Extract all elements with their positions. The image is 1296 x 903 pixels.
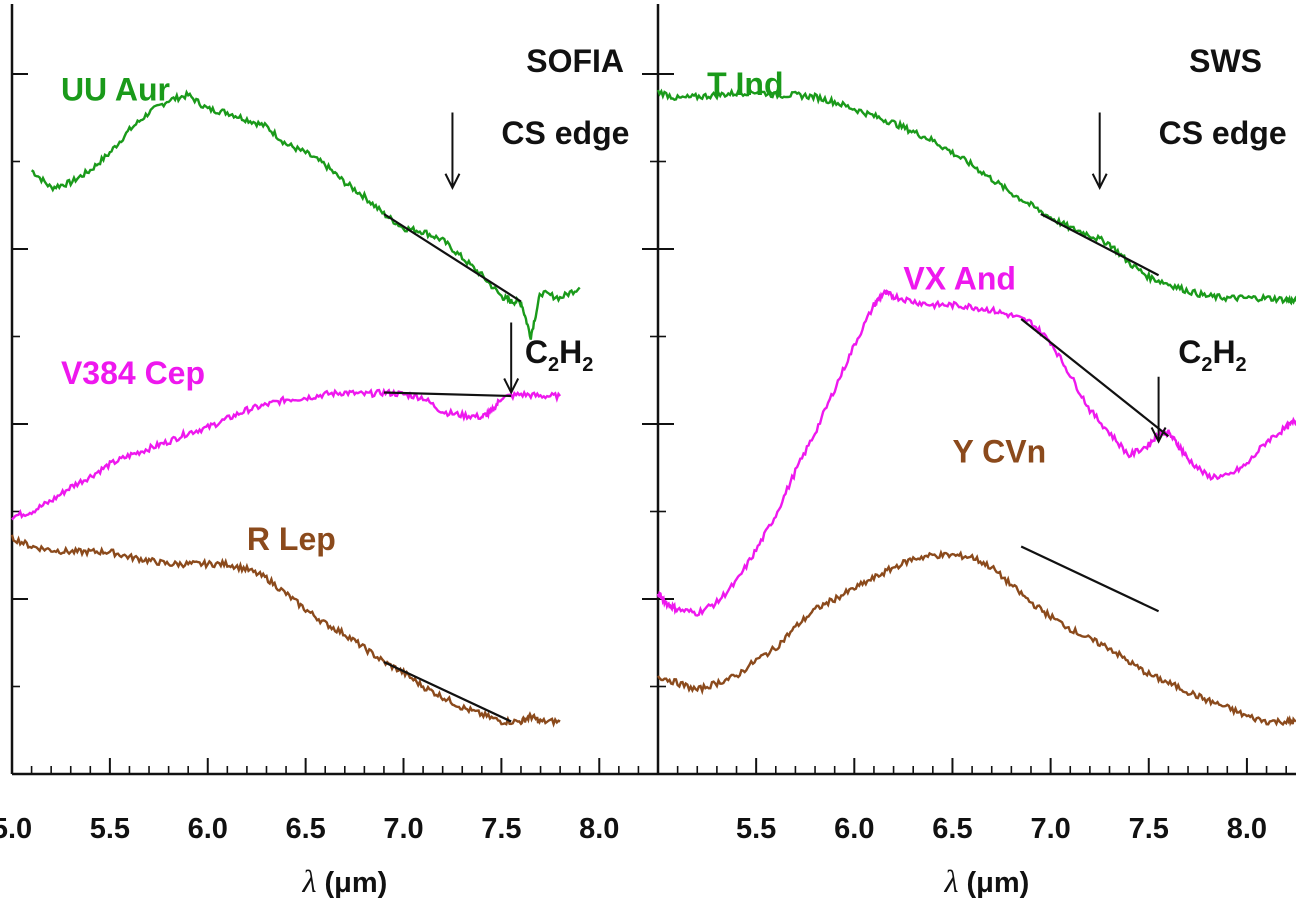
- x-axis-unit: (μm): [967, 867, 1030, 899]
- x-tick-label: 6.0: [188, 813, 228, 845]
- annotation-arrow-head: [444, 173, 461, 190]
- x-tick-label: 7.5: [481, 813, 521, 845]
- series-line: [10, 534, 561, 728]
- x-tick-label: 8.0: [1227, 813, 1267, 845]
- continuum-fit-line: [383, 661, 512, 723]
- annotation-label: CS edge: [501, 115, 629, 151]
- panel-label: SOFIA: [526, 43, 624, 79]
- x-tick-label: 5.5: [90, 813, 130, 845]
- series-label: Y CVn: [952, 434, 1046, 470]
- annotation-sub: 2: [1236, 354, 1247, 376]
- x-axis-unit: (μm): [325, 867, 388, 899]
- x-tick-label: 6.0: [834, 813, 874, 845]
- annotation-label: C2H2: [525, 334, 593, 376]
- annotation-sub: 2: [582, 354, 593, 376]
- annotation-text: C: [1178, 334, 1201, 370]
- annotation-arrow-head: [1150, 427, 1167, 444]
- x-tick-label: 7.0: [1030, 813, 1070, 845]
- sws-panel: 5.5 6.0 6.5 7.0 7.5 8.0 λ (μm) SWS T Ind VX And Y …: [656, 4, 1296, 899]
- annotation-arrow-head: [503, 378, 520, 395]
- continuum-fit-line: [1020, 318, 1170, 438]
- x-tick-label: 7.0: [383, 813, 423, 845]
- series-line: [657, 549, 1296, 727]
- series-line: [656, 86, 1296, 306]
- continuum-fit-line: [1040, 213, 1160, 277]
- annotation-text: H: [1212, 334, 1235, 370]
- annotation-label: C2H2: [1178, 334, 1246, 376]
- annotation-label: CS edge: [1159, 115, 1287, 151]
- x-tick-label: 6.5: [285, 813, 325, 845]
- series-line: [656, 289, 1296, 617]
- annotation-text: C: [525, 334, 548, 370]
- series-label: T Ind: [707, 66, 783, 102]
- continuum-fit-line: [383, 213, 522, 303]
- annotation-sub: 2: [548, 354, 559, 376]
- x-tick-label: 7.5: [1129, 813, 1169, 845]
- x-axis-label: λ (μm): [944, 863, 1030, 899]
- annotation-arrow-head: [1091, 173, 1108, 190]
- sofia-panel: 5.0 5.5 6.0 6.5 7.0 7.5 8.0 λ (μm) SOFIA UU Aur V3…: [0, 4, 659, 899]
- series-label: VX And: [903, 260, 1016, 296]
- x-axis-symbol: λ: [302, 863, 325, 899]
- series-line: [11, 387, 562, 521]
- continuum-fit-line: [1020, 545, 1160, 613]
- continuum-fit-line: [383, 391, 512, 398]
- series-label: R Lep: [247, 521, 336, 557]
- x-tick-label: 5.5: [736, 813, 776, 845]
- x-axis-symbol: λ: [944, 863, 967, 899]
- x-tick-label: 6.5: [932, 813, 972, 845]
- x-tick-label: 8.0: [579, 813, 619, 845]
- panel-label: SWS: [1189, 43, 1262, 79]
- annotation-sub: 2: [1201, 354, 1212, 376]
- annotation-text: H: [559, 334, 582, 370]
- series-label: UU Aur: [61, 71, 170, 107]
- series-label: V384 Cep: [61, 355, 205, 391]
- series-line: [30, 89, 581, 340]
- x-axis-label: λ (μm): [302, 863, 388, 899]
- x-tick-label: 5.0: [0, 813, 32, 845]
